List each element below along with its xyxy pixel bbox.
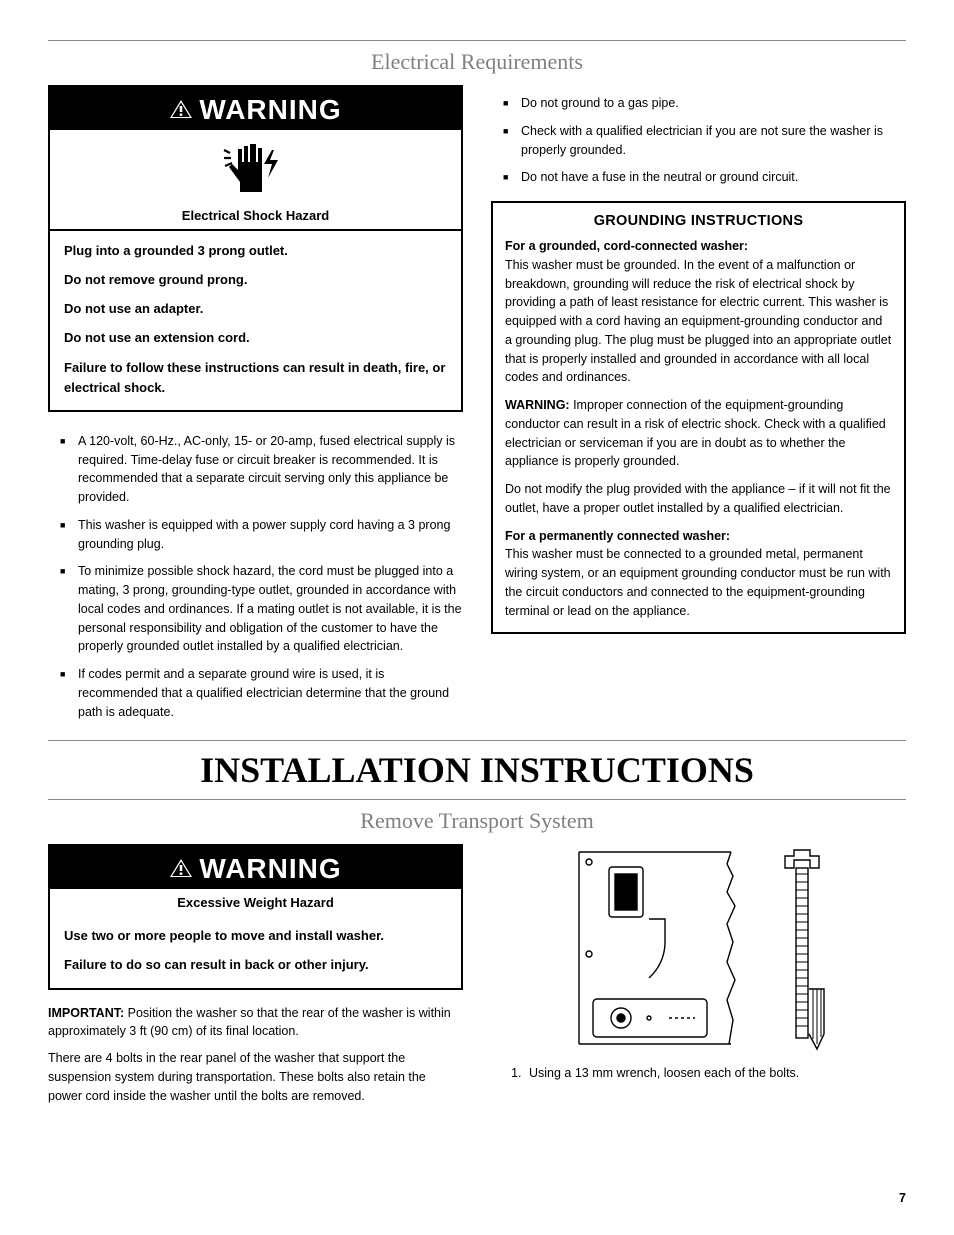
page-number: 7 <box>899 1191 906 1205</box>
list-item: If codes permit and a separate ground wi… <box>78 665 463 721</box>
grounding-p1-bold: For a grounded, cord-connected washer: <box>505 239 748 253</box>
page-top-rule <box>48 40 906 41</box>
right-bullet-list: Do not ground to a gas pipe. Check with … <box>491 94 906 187</box>
steps-list: Using a 13 mm wrench, loosen each of the… <box>491 1064 906 1083</box>
shock-hand-icon <box>50 130 461 204</box>
warning-header: WARNING <box>50 87 461 130</box>
list-item: Check with a qualified electrician if yo… <box>521 122 906 160</box>
install-left: WARNING Excessive Weight Hazard Use two … <box>48 844 463 1105</box>
grounding-p4-text: This washer must be connected to a groun… <box>505 547 891 617</box>
warning-body: Use two or more people to move and insta… <box>50 916 461 987</box>
grounding-p1-text: This washer must be grounded. In the eve… <box>505 258 891 385</box>
electrical-columns: WARNING Electrical Shock Hazard Plug int… <box>48 85 906 730</box>
warn-line: Failure to follow these instructions can… <box>64 358 447 398</box>
right-column: Do not ground to a gas pipe. Check with … <box>491 85 906 730</box>
washer-diagram <box>491 844 906 1054</box>
section-divider-top <box>48 740 906 741</box>
list-item: A 120-volt, 60-Hz., AC-only, 15- or 20-a… <box>78 432 463 507</box>
step-item: Using a 13 mm wrench, loosen each of the… <box>525 1064 906 1083</box>
grounding-p3: Do not modify the plug provided with the… <box>505 480 892 518</box>
install-columns: WARNING Excessive Weight Hazard Use two … <box>48 844 906 1105</box>
warning-body: Plug into a grounded 3 prong outlet. Do … <box>50 231 461 410</box>
grounding-p4-bold: For a permanently connected washer: <box>505 529 730 543</box>
grounding-warning-label: WARNING: <box>505 398 570 412</box>
left-bullet-list: A 120-volt, 60-Hz., AC-only, 15- or 20-a… <box>48 432 463 722</box>
warn-line: Do not use an extension cord. <box>64 328 447 348</box>
warning-header: WARNING <box>50 846 461 889</box>
warning-subhead: Electrical Shock Hazard <box>50 204 461 231</box>
section-electrical-title: Electrical Requirements <box>48 49 906 75</box>
section-remove-title: Remove Transport System <box>48 808 906 834</box>
grounding-p4: For a permanently connected washer: This … <box>505 527 892 621</box>
warning-label: WARNING <box>199 94 341 125</box>
warn-line: Do not remove ground prong. <box>64 270 447 290</box>
grounding-p1: For a grounded, cord-connected washer: Th… <box>505 237 892 387</box>
installation-title: INSTALLATION INSTRUCTIONS <box>48 749 906 791</box>
list-item: This washer is equipped with a power sup… <box>78 516 463 554</box>
grounding-box: GROUNDING INSTRUCTIONS For a grounded, c… <box>491 201 906 634</box>
warn-line: Use two or more people to move and insta… <box>64 926 447 946</box>
important-label: IMPORTANT: <box>48 1006 124 1020</box>
warning-subhead: Excessive Weight Hazard <box>50 889 461 916</box>
warn-line: Plug into a grounded 3 prong outlet. <box>64 241 447 261</box>
warning-triangle-icon <box>169 93 193 125</box>
warn-line: Failure to do so can result in back or o… <box>64 955 447 975</box>
section-divider-bottom <box>48 799 906 800</box>
bolts-para: There are 4 bolts in the rear panel of t… <box>48 1049 463 1105</box>
left-column: WARNING Electrical Shock Hazard Plug int… <box>48 85 463 730</box>
install-right: Using a 13 mm wrench, loosen each of the… <box>491 844 906 1105</box>
step-text: Using a 13 mm wrench, loosen each of the… <box>529 1066 799 1080</box>
warning-box-weight: WARNING Excessive Weight Hazard Use two … <box>48 844 463 989</box>
list-item: To minimize possible shock hazard, the c… <box>78 562 463 656</box>
important-para: IMPORTANT: Position the washer so that t… <box>48 1004 463 1042</box>
warning-triangle-icon <box>169 852 193 884</box>
warning-box-electrical: WARNING Electrical Shock Hazard Plug int… <box>48 85 463 412</box>
warning-label: WARNING <box>199 853 341 884</box>
grounding-p2: WARNING: Improper connection of the equi… <box>505 396 892 471</box>
warn-line: Do not use an adapter. <box>64 299 447 319</box>
list-item: Do not have a fuse in the neutral or gro… <box>521 168 906 187</box>
list-item: Do not ground to a gas pipe. <box>521 94 906 113</box>
grounding-title: GROUNDING INSTRUCTIONS <box>505 213 892 229</box>
